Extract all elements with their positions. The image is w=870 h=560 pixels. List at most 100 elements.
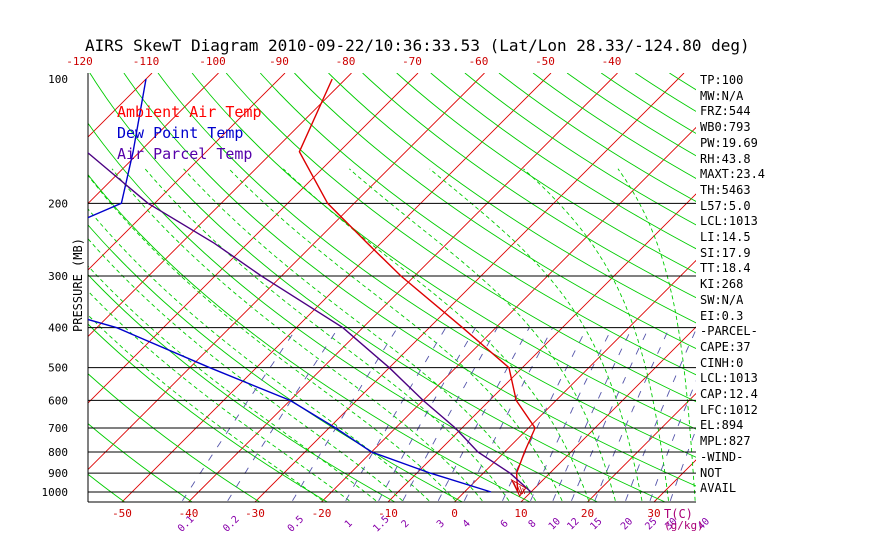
stat-item: EL:894	[700, 418, 744, 433]
isotherm-line	[88, 73, 352, 338]
stat-item: -PARCEL-	[700, 324, 758, 339]
stat-item: MAXT:23.4	[700, 167, 766, 182]
dry-adiabat-line	[123, 73, 696, 487]
stat-item: RH:43.8	[700, 151, 751, 166]
stat-item: TP:100	[700, 73, 744, 87]
mixing-ratio-tick-label: 3	[435, 518, 447, 530]
isotherm-line	[88, 73, 286, 271]
stat-item: LCL:1013	[700, 371, 758, 386]
stat-item: CAPE:37	[700, 339, 751, 354]
stat-item: EI:0.3	[700, 308, 744, 323]
stat-item: PW:19.69	[700, 135, 758, 150]
dry-adiabat-line	[88, 473, 125, 502]
mixing-ratio-tick-label: 2	[400, 518, 412, 530]
top-temp-tick-label: -70	[402, 55, 422, 68]
isotherm-line	[587, 392, 696, 502]
dry-adiabat-line	[88, 173, 531, 502]
top-temp-tick-label: -110	[133, 55, 160, 68]
dry-adiabat-line	[259, 73, 696, 376]
stat-item: -WIND-	[700, 449, 744, 464]
chart-title: AIRS SkewT Diagram 2010-09-22/10:36:33.5…	[85, 36, 750, 55]
isotherm-line	[387, 193, 696, 502]
isotherm-line	[88, 73, 419, 404]
air-parcel-temp-profile-line	[88, 151, 532, 493]
mixing-ratio-line	[594, 327, 670, 501]
mixing-ratio-line	[571, 327, 650, 501]
legend-entry: Air Parcel Temp	[117, 145, 252, 163]
bottom-temp-tick-label: 20	[581, 507, 594, 520]
mixing-ratio-tick-label: 12	[565, 516, 581, 532]
pressure-tick-label: 800	[48, 446, 68, 459]
bottom-temp-tick-label: -30	[245, 507, 265, 520]
mixing-ratio-line	[402, 327, 498, 501]
top-temp-tick-label: -80	[336, 55, 356, 68]
y-axis-label: PRESSURE (MB)	[71, 238, 85, 332]
dry-adiabat-line	[464, 73, 696, 226]
stat-item: LCL:1013	[700, 214, 758, 229]
stat-item: NOT	[700, 465, 722, 480]
stat-item: WB0:793	[700, 120, 751, 135]
top-temp-tick-label: -50	[535, 55, 555, 68]
surface-parcel-hatch	[519, 485, 524, 495]
mixing-ratio-line	[437, 327, 530, 501]
mixing-ratio-line	[292, 327, 398, 502]
x-axis-label: T(C)	[664, 507, 693, 521]
dry-adiabat-line	[396, 73, 696, 274]
isotherm-line	[454, 259, 696, 502]
stat-item: CINH:0	[700, 355, 744, 370]
isotherm-line	[88, 73, 485, 471]
pressure-tick-label: 400	[48, 322, 68, 335]
pressure-tick-label: 900	[48, 467, 68, 480]
pressure-tick-label: 600	[48, 394, 68, 407]
dry-adiabat-line	[225, 73, 696, 403]
top-temp-tick-label: -90	[269, 55, 289, 68]
mixing-ratio-line	[345, 327, 447, 502]
stat-item: SI:17.9	[700, 245, 751, 260]
legend-entry: Ambient Air Temp	[117, 103, 262, 121]
legend-entry: Dew Point Temp	[117, 124, 243, 142]
mixing-ratio-tick-label: 0.5	[286, 514, 307, 535]
surface-parcel-hatch	[516, 483, 522, 495]
isotherm-line	[88, 73, 219, 205]
mixing-ratio-line	[625, 328, 696, 501]
dry-adiabat-line	[498, 73, 696, 202]
surface-parcel-hatch	[522, 487, 526, 495]
stat-item: LFC:1012	[700, 402, 758, 417]
top-temp-tick-label: -60	[469, 55, 489, 68]
dew-point-temp-profile-line	[88, 78, 492, 493]
top-temp-tick-label: -120	[66, 55, 93, 68]
bottom-temp-tick-label: -40	[179, 507, 199, 520]
pressure-tick-label: 200	[48, 197, 68, 210]
stat-item: TH:5463	[700, 182, 751, 197]
moist-adiabat-line	[349, 168, 616, 501]
stat-item: L57:5.0	[700, 198, 751, 213]
mixing-ratio-unit: (g/kg)	[664, 519, 704, 532]
dry-adiabat-line	[328, 73, 696, 324]
mixing-ratio-tick-label: 6	[499, 518, 511, 530]
stat-item: AVAIL	[700, 481, 737, 496]
ambient-air-temp-profile-line	[298, 78, 536, 493]
pressure-tick-label: 700	[48, 422, 68, 435]
isotherm-line	[121, 73, 552, 502]
dry-adiabat-line	[89, 73, 666, 502]
dry-adiabat-line	[566, 73, 696, 157]
isotherm-line	[321, 126, 696, 502]
moist-adiabat-line	[144, 168, 510, 502]
bottom-temp-tick-label: -10	[378, 507, 398, 520]
moist-adiabat-line	[88, 208, 430, 502]
bottom-temp-tick-label: -20	[312, 507, 332, 520]
dry-adiabat-line	[88, 373, 260, 502]
dry-adiabat-line	[88, 273, 396, 502]
stat-item: SW:N/A	[700, 292, 744, 307]
surface-parcel-marker	[510, 478, 527, 497]
mixing-ratio-line	[669, 428, 696, 501]
mixing-ratio-line	[463, 327, 554, 502]
stat-item: CAP:12.4	[700, 387, 758, 401]
mixing-ratio-tick-label: 1	[343, 518, 355, 530]
isotherm-line	[787, 73, 870, 502]
mixing-ratio-line	[552, 327, 633, 501]
moist-adiabat-line	[429, 168, 643, 501]
dry-adiabat-line	[88, 423, 193, 502]
bottom-temp-tick-label: -50	[112, 507, 132, 520]
